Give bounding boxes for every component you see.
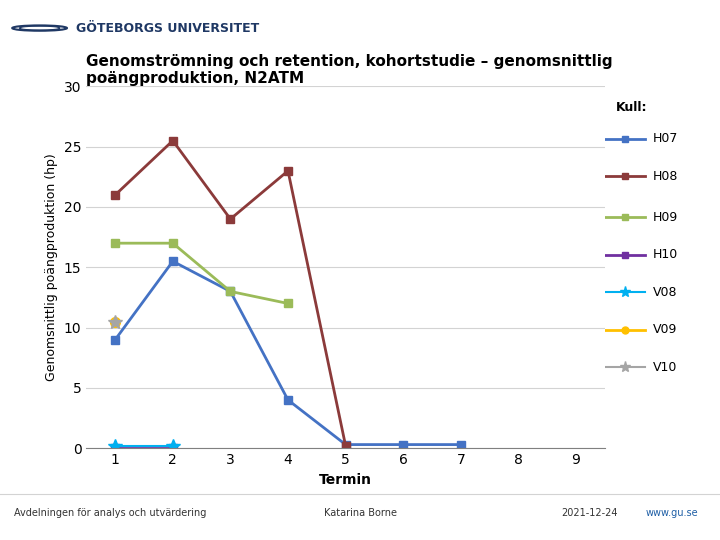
H08 [284, 167, 292, 174]
Text: Avdelningen för analys och utvärdering: Avdelningen för analys och utvärdering [14, 508, 207, 518]
Text: V08: V08 [653, 286, 678, 299]
Line: H08: H08 [111, 137, 350, 450]
H08 [111, 192, 120, 198]
Text: V10: V10 [653, 361, 678, 374]
H09 [226, 288, 235, 295]
H08 [226, 216, 235, 222]
H07 [341, 441, 350, 448]
Text: Kull:: Kull: [616, 101, 648, 114]
Y-axis label: Genomsnittlig poängproduktion (hp): Genomsnittlig poängproduktion (hp) [45, 153, 58, 381]
Line: H09: H09 [111, 239, 292, 308]
Text: Genomströmning och retention, kohortstudie – genomsnittlig: Genomströmning och retention, kohortstud… [86, 54, 613, 69]
V08 [168, 443, 177, 449]
Text: H09: H09 [653, 211, 678, 224]
H07 [456, 441, 465, 448]
H07 [168, 258, 177, 265]
Text: 2021-12-24: 2021-12-24 [562, 508, 618, 518]
H09 [111, 240, 120, 246]
V08 [111, 443, 120, 449]
Text: H10: H10 [653, 248, 678, 261]
H07 [226, 288, 235, 295]
Text: V09: V09 [653, 323, 678, 336]
Text: www.gu.se: www.gu.se [646, 508, 698, 518]
Text: H08: H08 [653, 170, 678, 183]
H07 [399, 441, 408, 448]
Text: Katarina Borne: Katarina Borne [323, 508, 397, 518]
Text: H07: H07 [653, 132, 678, 145]
Line: H07: H07 [111, 257, 465, 449]
Line: H10: H10 [111, 444, 177, 453]
Text: GÖTEBORGS UNIVERSITET: GÖTEBORGS UNIVERSITET [76, 22, 259, 35]
H07 [111, 336, 120, 343]
H09 [168, 240, 177, 246]
Text: poängproduktion, N2ATM: poängproduktion, N2ATM [86, 71, 305, 86]
X-axis label: Termin: Termin [319, 472, 372, 487]
H08 [168, 137, 177, 144]
H07 [284, 397, 292, 403]
H08 [341, 443, 350, 449]
H10 [168, 445, 177, 451]
Line: V08: V08 [108, 439, 180, 453]
H10 [111, 445, 120, 451]
H09 [284, 300, 292, 307]
